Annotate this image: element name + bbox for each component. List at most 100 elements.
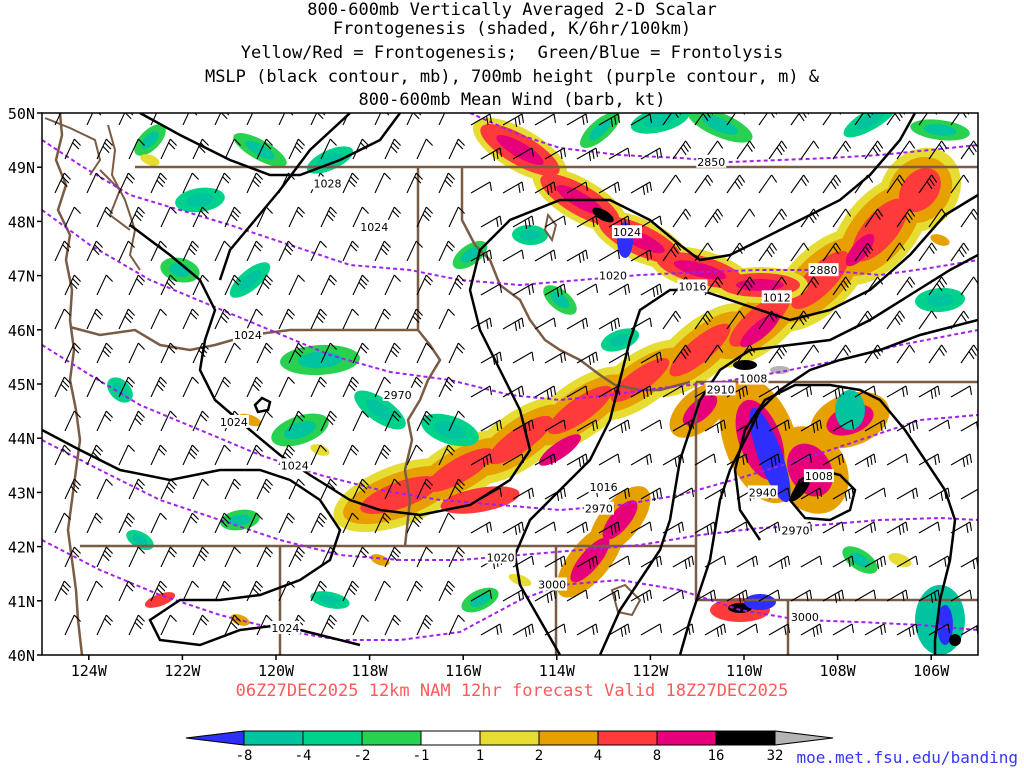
map-axes: 40N 41N 42N 43N 44N 45N 46N 47N 48N 49N 50N 124W 122… [8,105,950,680]
wind-barb [150,580,167,602]
wind-barb [896,276,916,296]
fronto-blob [835,390,865,430]
colorbar-cell [597,730,658,746]
wind-barb [790,385,813,398]
wind-barb [118,580,135,602]
lat-tick-label: 49N [8,159,35,177]
wind-barb [544,147,567,160]
height-label: 2940 [747,485,778,499]
wind-barb [512,147,535,160]
wind-barb [598,249,621,262]
fronto-blob [140,154,160,166]
wind-barb [182,308,199,330]
wind-barb [758,242,778,262]
colorbar-label: 32 [767,748,784,764]
wind-barb [800,140,820,160]
wind-barb [608,487,631,500]
border-or-id [403,329,442,547]
wind-barb [566,589,589,602]
fronto-blob [230,614,250,626]
wind-barb [246,308,263,330]
wind-barb [214,512,231,534]
colorbar-label: 8 [653,748,661,764]
wind-barb [534,317,557,330]
wind-barb [288,342,305,364]
wind-barb [352,274,369,296]
wind-barb [694,521,717,535]
wind-barb [950,385,973,398]
vancouver-island [44,117,102,176]
fronto-blob [669,323,731,377]
wind-barb [54,172,71,194]
height-label: 2880 [808,263,839,277]
wind-barb [960,344,978,364]
wind-barb [672,140,692,160]
wind-barb [406,580,423,602]
title-line-3: Yellow/Red = Frontogenesis; Green/Blue =… [240,43,784,63]
wind-barb [182,172,199,194]
wind-barb [672,487,695,500]
wind-barb [384,546,401,568]
credit-url[interactable]: moe.met.fsu.edu/banding [796,748,1018,767]
fronto-blob [317,152,343,168]
fronto-blob [238,270,262,290]
colorbar-cell [420,730,481,746]
wind-barb [598,385,621,398]
wind-barb [128,546,145,568]
wind-barb [598,317,621,331]
wind-barb [118,376,135,398]
wind-barb [694,242,714,262]
wind-barb [768,555,791,569]
wind-barb [54,240,71,262]
svg-text:1008: 1008 [805,470,833,483]
wind-barb [406,308,423,330]
fronto-blob [426,448,494,492]
lon-tick-label: 122W [164,662,201,680]
wind-barb [918,174,938,194]
wind-barb [566,181,589,194]
wind-barb [160,410,177,432]
wind-barb [832,555,855,568]
svg-text:3000: 3000 [791,611,819,624]
wind-barb [854,589,877,602]
wind-barb [480,215,503,228]
colorbar-label: 4 [594,748,602,764]
svg-text:1012: 1012 [763,291,791,304]
wind-barb [374,113,390,126]
contour-labels: 1028 1024 1024 1024 1024 1024 1024 1020 1016 1012… [218,154,839,635]
colorbar-cell [774,730,834,746]
wind-barb [896,487,919,500]
svg-text:1024: 1024 [220,416,248,429]
title-line-2: Frontogenesis (shaded, K/6hr/100km) [332,19,692,39]
wind-barb [352,546,369,568]
wind-barb [320,206,337,228]
wind-barb [918,589,941,603]
fronto-blob [589,120,611,140]
wind-barb [192,138,209,160]
colorbar-cell [243,730,304,746]
wind-barb [320,342,337,364]
fronto-blob [845,233,875,267]
wind-barb [288,274,305,296]
fronto-blob [245,140,275,160]
wind-barb [64,410,81,432]
wind-barb [256,478,273,500]
wind-barb [224,546,241,568]
wind-barb [278,512,295,534]
wind-barb [64,274,81,296]
wind-barb [246,240,263,262]
wind-barb [384,410,401,432]
wind-barb [864,419,887,432]
wind-barb [470,317,493,330]
fronto-blob [365,399,395,421]
fronto-blob [855,113,885,130]
wind-barb [480,351,503,365]
wind-barb [288,478,305,500]
mslp-label: 1020 [485,550,516,564]
wind-barb [576,351,599,365]
wind-barb [214,580,231,602]
wind-barb [800,623,823,637]
wind-barb [512,283,535,296]
wind-barb [918,453,941,466]
